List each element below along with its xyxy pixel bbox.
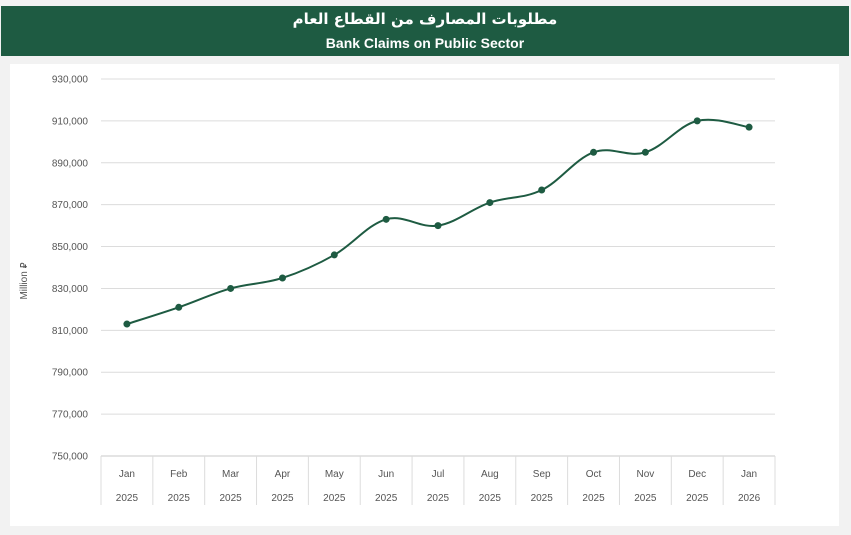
chart-title-arabic: مطلوبات المصارف من القطاع العام (292, 10, 558, 28)
x-tick-year: 2025 (219, 493, 242, 504)
x-tick-month: Oct (586, 469, 602, 480)
y-tick-label: 930,000 (52, 75, 89, 86)
x-tick-year: 2025 (323, 493, 346, 504)
chart-title-english: Bank Claims on Public Sector (325, 35, 525, 51)
data-point (175, 303, 183, 311)
data-point (745, 123, 753, 131)
x-tick-year: 2025 (634, 493, 657, 504)
x-tick-year: 2025 (686, 493, 709, 504)
data-point (434, 222, 442, 230)
data-point (693, 117, 701, 125)
y-tick-label: 850,000 (52, 242, 89, 253)
x-tick-year: 2025 (271, 493, 294, 504)
x-tick-year: 2026 (738, 493, 761, 504)
x-tick-year: 2025 (116, 493, 139, 504)
x-tick-year: 2025 (375, 493, 398, 504)
x-tick-month: Feb (170, 469, 188, 480)
x-tick-month: Nov (636, 469, 654, 480)
chart-header: مطلوبات المصارف من القطاع العام Bank Cla… (1, 6, 849, 56)
y-tick-label: 770,000 (52, 410, 89, 421)
x-tick-year: 2025 (479, 493, 502, 504)
y-tick-label: 750,000 (52, 452, 89, 463)
plot-background (10, 64, 839, 526)
data-point (486, 199, 494, 207)
x-tick-year: 2025 (427, 493, 450, 504)
data-point (278, 274, 286, 282)
y-tick-label: 830,000 (52, 284, 89, 295)
data-point (227, 284, 235, 292)
y-tick-label: 870,000 (52, 200, 89, 211)
x-tick-month: Jun (378, 469, 394, 480)
data-point (330, 251, 338, 259)
x-tick-year: 2025 (168, 493, 191, 504)
x-tick-month: May (325, 469, 344, 480)
y-tick-label: 890,000 (52, 158, 89, 169)
x-tick-month: Mar (222, 469, 240, 480)
x-tick-month: Apr (275, 469, 291, 480)
data-point (590, 148, 598, 156)
data-point (538, 186, 546, 194)
data-point (382, 215, 390, 223)
x-tick-month: Dec (688, 469, 706, 480)
x-tick-month: Sep (533, 469, 551, 480)
y-tick-label: 910,000 (52, 116, 89, 127)
data-point (641, 148, 649, 156)
x-tick-year: 2025 (582, 493, 605, 504)
y-axis-label: Million ⃁ (19, 262, 30, 299)
x-tick-month: Aug (481, 469, 499, 480)
data-point (123, 320, 131, 328)
y-tick-label: 810,000 (52, 326, 89, 337)
x-tick-month: Jul (432, 469, 445, 480)
x-tick-month: Jan (119, 469, 135, 480)
x-tick-month: Jan (741, 469, 757, 480)
y-tick-label: 790,000 (52, 368, 89, 379)
x-tick-year: 2025 (531, 493, 554, 504)
